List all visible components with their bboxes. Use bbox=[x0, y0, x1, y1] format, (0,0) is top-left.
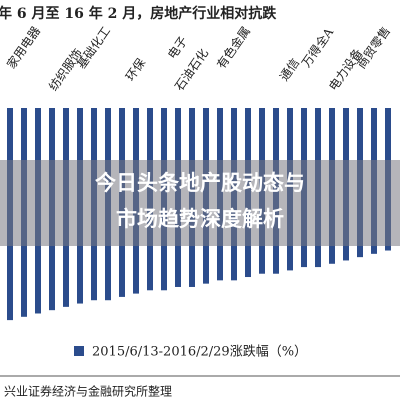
overlay-band bbox=[0, 160, 400, 246]
overlay-title: 市场趋势深度解析 bbox=[116, 207, 284, 231]
overlay-title: 今日头条地产股动态与 bbox=[95, 171, 305, 195]
source: 兴业证券经济与金融研究所整理 bbox=[4, 384, 172, 399]
chart-title: 年 6 月至 16 年 2 月，房地产行业相对抗跌 bbox=[0, 5, 277, 22]
legend-swatch bbox=[74, 346, 84, 356]
legend-label: 2015/6/13-2016/2/29涨跌幅（%） bbox=[92, 344, 307, 360]
